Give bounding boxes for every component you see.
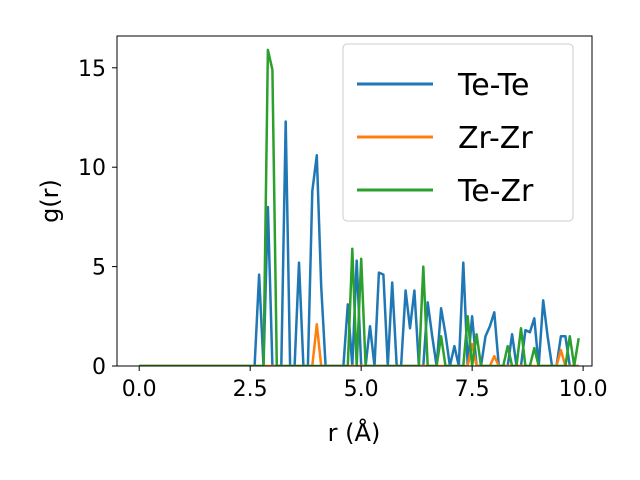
legend: Te-Te Zr-Zr Te-Zr	[342, 43, 574, 222]
series-line-te-te	[139, 120, 579, 366]
legend-label-zr-zr: Zr-Zr	[458, 121, 533, 156]
y-tick-label: 0	[92, 355, 106, 380]
y-axis-label: g(r)	[36, 179, 64, 223]
tick-layer: 0.0 2.5 5.0 7.5 10.0 0 5 10 15	[78, 57, 608, 402]
x-tick-label: 5.0	[344, 377, 379, 402]
y-tick-label: 15	[78, 57, 106, 82]
x-tick-label: 2.5	[233, 377, 268, 402]
x-tick-label: 10.0	[559, 377, 608, 402]
plot-frame	[116, 35, 593, 367]
x-tick-label: 7.5	[455, 377, 490, 402]
series-layer	[139, 48, 580, 366]
x-tick-label: 0.0	[122, 377, 157, 402]
y-tick-label: 10	[78, 156, 106, 181]
y-tick-label: 5	[92, 256, 106, 281]
series-line-te-zr	[139, 48, 580, 366]
legend-box	[342, 43, 574, 222]
legend-label-te-zr: Te-Zr	[457, 174, 534, 209]
x-axis-label: r (Å)	[328, 418, 381, 447]
legend-label-te-te: Te-Te	[457, 68, 529, 103]
